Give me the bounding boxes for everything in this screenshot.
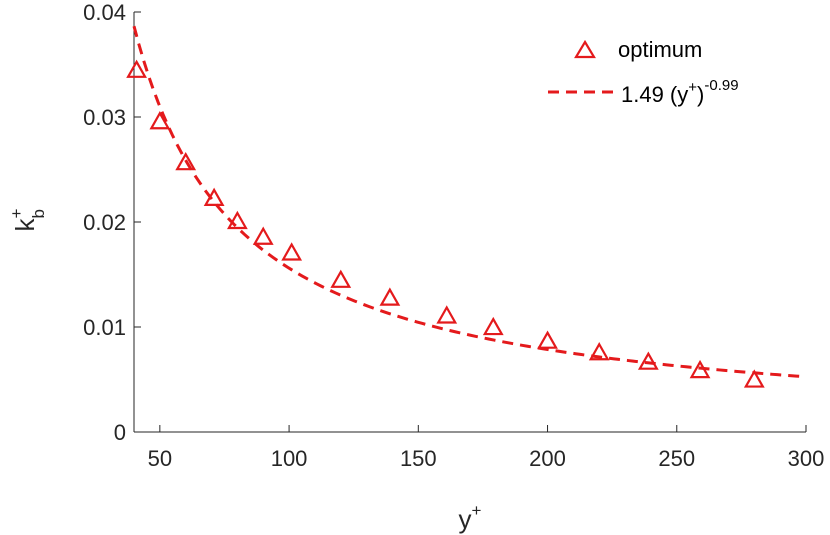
data-point-triangle xyxy=(637,351,659,370)
legend-label-fit: 1.49 (y+)-0.99 xyxy=(621,77,739,107)
x-axis-ticks: 50 100 150 200 250 300 xyxy=(148,425,825,471)
data-point-triangle xyxy=(175,151,197,171)
y-tick-label: 0.01 xyxy=(83,315,126,340)
plot-area xyxy=(126,25,807,388)
data-point-triangle xyxy=(436,305,458,324)
data-point-triangle xyxy=(689,359,711,379)
svg-text:k+b: k+ b xyxy=(7,208,48,231)
x-tick-label: 50 xyxy=(148,446,172,471)
data-point-triangle xyxy=(252,226,274,245)
x-tick-label: 100 xyxy=(271,446,308,471)
fit-curve-line xyxy=(132,25,807,379)
legend: optimum 1.49 (y+)-0.99 xyxy=(548,37,739,107)
data-point-triangle xyxy=(482,316,504,336)
x-tick-label: 200 xyxy=(529,446,566,471)
data-point-triangle xyxy=(203,187,225,206)
data-point-triangle xyxy=(743,369,765,388)
y-axis-label-base: k xyxy=(10,217,40,231)
x-tick-label: 150 xyxy=(400,446,437,471)
data-point-triangle xyxy=(379,287,401,306)
y-axis-ticks: 0 0.01 0.02 0.03 0.04 xyxy=(83,0,141,445)
data-point-triangle xyxy=(226,210,248,230)
legend-item-optimum: optimum xyxy=(574,37,702,62)
x-tick-label: 250 xyxy=(658,446,695,471)
legend-item-fit: 1.49 (y+)-0.99 xyxy=(548,77,739,107)
data-point-triangle xyxy=(537,330,558,349)
data-point-triangle xyxy=(281,242,303,261)
data-point-triangle xyxy=(149,111,171,130)
x-tick-label: 300 xyxy=(788,446,825,471)
legend-label-optimum: optimum xyxy=(618,37,702,62)
y-axis-label: k+ b xyxy=(7,208,48,231)
data-point-triangle xyxy=(330,269,352,288)
y-axis-label-sup: + xyxy=(7,208,26,218)
y-tick-label: 0.04 xyxy=(83,0,126,25)
x-axis-label: y+ xyxy=(459,501,482,534)
y-tick-label: 0 xyxy=(114,420,126,445)
legend-marker-triangle xyxy=(574,39,596,59)
y-tick-label: 0.03 xyxy=(83,105,126,130)
y-tick-label: 0.02 xyxy=(83,210,126,235)
y-axis-label-sub: b xyxy=(29,209,48,218)
data-point-triangle xyxy=(126,59,147,78)
data-point-triangle xyxy=(588,342,610,361)
